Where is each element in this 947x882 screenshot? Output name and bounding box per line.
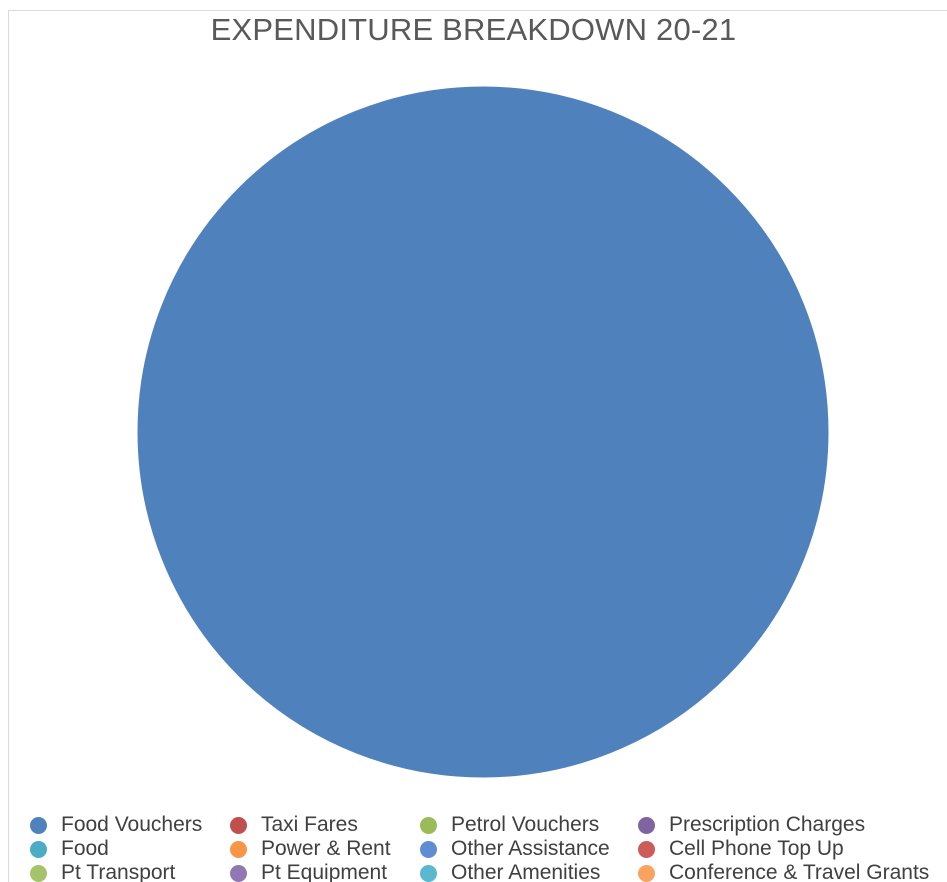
legend-label-taxi-fares: Taxi Fares [261,813,358,836]
chart-title: EXPENDITURE BREAKDOWN 20-21 [210,12,737,47]
pie-slice-food-vouchers [136,85,830,779]
legend-swatch-other-assistance [420,840,437,858]
legend-swatch-cell-phone-top-up [638,840,655,858]
legend-item-petrol-vouchers: Petrol Vouchers [420,813,599,837]
legend-swatch-food-vouchers [30,816,47,834]
legend-label-pt-transport: Pt Transport [61,861,176,882]
legend-item-power-rent: Power & Rent [230,837,391,861]
legend-label-petrol-vouchers: Petrol Vouchers [451,813,600,836]
chart-area [8,10,947,882]
legend-item-pt-transport: Pt Transport [30,861,175,882]
legend-swatch-taxi-fares [230,816,247,834]
legend-swatch-conference-travel-grants [638,864,655,882]
legend-swatch-power-rent [230,840,247,858]
legend-swatch-food [30,840,47,858]
legend-item-other-assistance: Other Assistance [420,837,610,861]
legend-swatch-pt-transport [30,864,47,882]
legend-item-conference-travel-grants: Conference & Travel Grants [638,861,929,882]
legend-item-prescription-charges: Prescription Charges [638,813,865,837]
legend-label-other-amenities: Other Amenities [451,861,601,882]
legend-item-cell-phone-top-up: Cell Phone Top Up [638,837,844,861]
legend-label-power-rent: Power & Rent [261,837,391,860]
legend-label-prescription-charges: Prescription Charges [669,813,866,836]
legend-swatch-pt-equipment [230,864,247,882]
legend-swatch-other-amenities [420,864,437,882]
legend-label-other-assistance: Other Assistance [451,837,610,860]
legend-swatch-petrol-vouchers [420,816,437,834]
legend-item-pt-equipment: Pt Equipment [230,861,387,882]
legend-item-food: Food [30,837,109,861]
legend-label-pt-equipment: Pt Equipment [261,861,388,882]
chart-legend: Food Vouchers Taxi Fares Petrol Vouchers Pr… [30,813,947,882]
legend-item-taxi-fares: Taxi Fares [230,813,358,837]
legend-item-food-vouchers: Food Vouchers [30,813,202,837]
legend-label-cell-phone-top-up: Cell Phone Top Up [669,837,844,860]
legend-label-food: Food [61,837,109,860]
legend-label-conference-travel-grants: Conference & Travel Grants [669,861,930,882]
legend-label-food-vouchers: Food Vouchers [61,813,203,836]
legend-item-other-amenities: Other Amenities [420,861,600,882]
legend-swatch-prescription-charges [638,816,655,834]
